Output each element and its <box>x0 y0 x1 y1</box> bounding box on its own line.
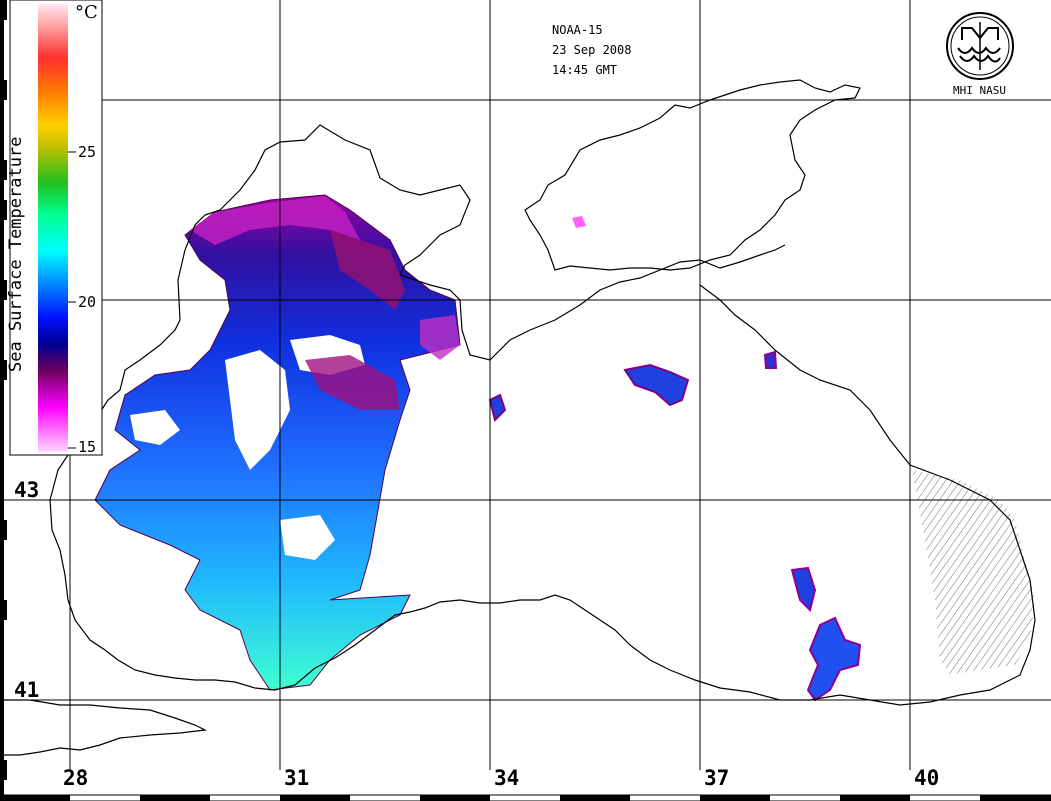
sst-cold-patch <box>305 355 400 410</box>
sst-east-patch <box>763 350 778 369</box>
coast-south <box>49 319 396 691</box>
sst-cold-patch <box>190 196 360 245</box>
sst-cold-patch <box>330 230 405 310</box>
colorbar-tick: 25 <box>78 143 97 161</box>
colorbar-tick: 20 <box>78 293 97 311</box>
longitude-label: 34 <box>494 766 520 790</box>
graticule <box>0 0 1051 770</box>
sst-cold-patch <box>420 315 460 360</box>
bottom-scale <box>0 794 1051 801</box>
sst-cloud-gap <box>130 410 180 445</box>
sst-patches <box>94 194 1035 702</box>
longitude-label: 40 <box>914 766 940 790</box>
colorbar-tick: 15 <box>78 438 97 456</box>
colorbar-gradient <box>38 4 68 452</box>
left-scale <box>0 0 7 801</box>
sst-west-plume <box>94 194 461 691</box>
sst-east-patch <box>488 393 507 422</box>
no-data-region <box>912 470 1035 675</box>
sst-azov-patch <box>572 216 586 228</box>
colorbar-unit: °C <box>75 2 98 23</box>
colorbar <box>9 0 103 456</box>
sst-cloud-gap <box>225 350 290 470</box>
colorbar-title: Sea Surface Temperature <box>6 136 26 372</box>
date-label: 23 Sep 2008 <box>552 43 632 57</box>
coast-azov <box>524 79 861 271</box>
longitude-label: 28 <box>63 766 89 790</box>
coastline <box>0 79 1036 756</box>
longitude-label: 37 <box>704 766 730 790</box>
coast-marmara <box>0 699 208 756</box>
time-label: 14:45 GMT <box>552 63 618 77</box>
logo-text: MHI NASU <box>953 84 1006 97</box>
mhi-emblem-icon <box>946 12 1014 80</box>
longitude-label: 31 <box>284 766 310 790</box>
sst-east-patch <box>623 363 690 407</box>
latitude-label: 41 <box>14 678 40 702</box>
coast-north <box>177 124 786 361</box>
sst-east-patch <box>806 616 862 702</box>
sst-east-patch <box>790 566 817 612</box>
latitude-label: 43 <box>14 478 40 502</box>
sst-cloud-gap <box>280 515 335 560</box>
satellite-label: NOAA-15 <box>552 23 603 37</box>
